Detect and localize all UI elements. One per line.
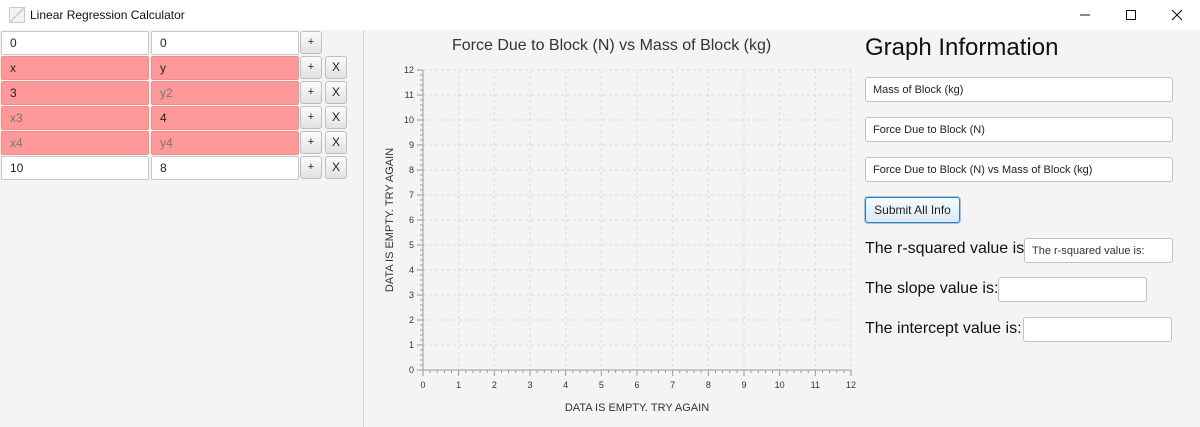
delete-row-button[interactable]: X [325,56,347,79]
x-tick-label: 5 [599,380,604,390]
delete-row-button[interactable]: X [325,106,347,129]
data-row: +X [0,130,364,155]
intercept-field[interactable] [1023,317,1172,342]
r-squared-field[interactable] [1024,238,1173,263]
x-value-input[interactable] [1,81,149,105]
close-icon [1171,9,1183,21]
title-bar: Linear Regression Calculator [0,0,1200,30]
x-axis-label: DATA IS EMPTY. TRY AGAIN [565,402,709,414]
minimize-icon [1080,14,1090,16]
y-tick-label: 5 [409,240,414,250]
add-row-button[interactable]: + [300,131,322,154]
minimize-button[interactable] [1062,0,1108,30]
x-tick-label: 8 [706,380,711,390]
y-value-input[interactable] [151,131,299,155]
y-tick-label: 7 [409,190,414,200]
y-tick-label: 12 [404,65,414,75]
app-icon [9,7,25,23]
data-row: +X [0,55,364,80]
y-tick-label: 4 [409,265,414,275]
x-value-input[interactable] [1,131,149,155]
x-value-input[interactable] [1,31,149,55]
y-tick-label: 3 [409,290,414,300]
y-tick-label: 6 [409,215,414,225]
x-value-input[interactable] [1,56,149,80]
x-tick-label: 12 [846,380,856,390]
x-tick-label: 2 [492,380,497,390]
x-tick-label: 0 [420,380,425,390]
close-button[interactable] [1154,0,1200,30]
add-row-button[interactable]: + [300,56,322,79]
x-tick-label: 1 [456,380,461,390]
r-squared-label: The r-squared value is: [865,240,1029,257]
y-value-input[interactable] [151,106,299,130]
data-row: +X [0,105,364,130]
add-row-button[interactable]: + [300,106,322,129]
y-value-input[interactable] [151,81,299,105]
x-axis-label-input[interactable] [865,77,1173,102]
window-title: Linear Regression Calculator [30,8,185,22]
data-row: +X [0,155,364,180]
y-tick-label: 11 [405,90,414,100]
graph-info-heading: Graph Information [865,34,1059,61]
y-tick-label: 9 [409,140,414,150]
data-entry-panel: ++X+X+X+X+X [0,30,364,427]
x-tick-label: 11 [811,380,820,390]
add-row-button[interactable]: + [300,156,322,179]
maximize-button[interactable] [1108,0,1154,30]
y-value-input[interactable] [151,156,299,180]
y-value-input[interactable] [151,31,299,55]
slope-field[interactable] [998,277,1147,302]
x-value-input[interactable] [1,156,149,180]
maximize-icon [1126,10,1136,20]
x-tick-label: 4 [563,380,568,390]
intercept-label: The intercept value is: [865,320,1022,337]
chart-area: 0 1 2 3 4 5 6 7 8 9 10 11 12 0 1 2 3 4 5 6 7 8 9 10 11 12 DATA IS … [370,30,860,427]
chart-title-input[interactable] [865,157,1173,182]
y-tick-label: 1 [409,340,414,350]
y-tick-label: 0 [409,365,414,375]
delete-row-button[interactable]: X [325,131,347,154]
x-tick-label: 6 [634,380,639,390]
slope-label: The slope value is: [865,280,999,297]
x-value-input[interactable] [1,106,149,130]
x-tick-label: 7 [670,380,675,390]
delete-row-button[interactable]: X [325,156,347,179]
data-row: +X [0,80,364,105]
x-tick-label: 10 [775,380,785,390]
y-tick-label: 10 [404,115,414,125]
x-tick-label: 3 [527,380,532,390]
add-row-button[interactable]: + [300,31,322,54]
add-row-button[interactable]: + [300,81,322,104]
delete-row-button[interactable]: X [325,81,347,104]
y-tick-label: 2 [409,315,414,325]
y-value-input[interactable] [151,56,299,80]
submit-all-info-button[interactable]: Submit All Info [865,197,960,223]
y-tick-label: 8 [409,165,414,175]
y-axis-label-input[interactable] [865,117,1173,142]
chart-title: Force Due to Block (N) vs Mass of Block … [452,37,772,54]
y-axis-label: DATA IS EMPTY. TRY AGAIN [384,148,396,292]
data-row: + [0,30,364,55]
x-tick-label: 9 [741,380,746,390]
